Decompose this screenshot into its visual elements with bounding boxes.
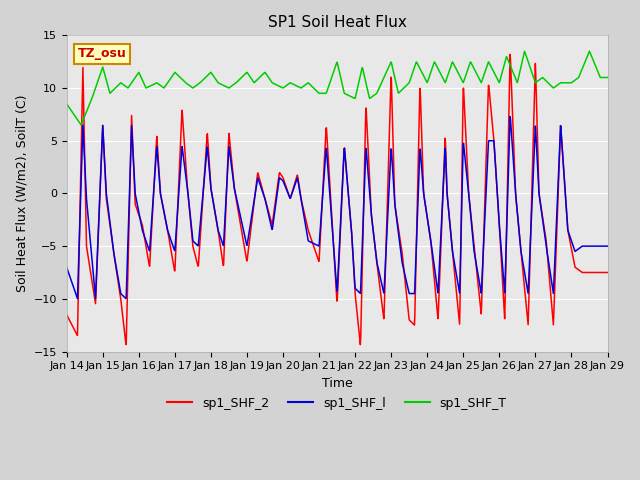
sp1_SHF_2 [356, 342, 364, 348]
sp1_SHF_2 [506, 51, 514, 57]
sp1_SHF_T [586, 48, 593, 54]
Legend: sp1_SHF_2, sp1_SHF_l, sp1_SHF_T: sp1_SHF_2, sp1_SHF_l, sp1_SHF_T [163, 392, 512, 415]
Line: sp1_SHF_l: sp1_SHF_l [67, 117, 607, 299]
sp1_SHF_T [105, 86, 113, 92]
sp1_SHF_2 [105, 212, 113, 217]
sp1_SHF_l [127, 144, 134, 150]
sp1_SHF_2 [63, 312, 70, 318]
Text: TZ_osu: TZ_osu [77, 48, 126, 60]
sp1_SHF_T [304, 80, 312, 86]
sp1_SHF_l [304, 235, 312, 240]
sp1_SHF_l [292, 178, 300, 183]
sp1_SHF_l [371, 242, 379, 248]
sp1_SHF_T [314, 89, 321, 95]
sp1_SHF_T [371, 92, 379, 97]
Line: sp1_SHF_2: sp1_SHF_2 [67, 54, 607, 345]
Title: SP1 Soil Heat Flux: SP1 Soil Heat Flux [268, 15, 406, 30]
X-axis label: Time: Time [322, 377, 353, 390]
Y-axis label: Soil Heat Flux (W/m2), SoilT (C): Soil Heat Flux (W/m2), SoilT (C) [15, 95, 28, 292]
sp1_SHF_l [74, 296, 81, 301]
sp1_SHF_l [506, 114, 514, 120]
sp1_SHF_2 [313, 253, 321, 259]
sp1_SHF_l [63, 264, 70, 270]
Line: sp1_SHF_T: sp1_SHF_T [67, 51, 607, 125]
sp1_SHF_l [604, 243, 611, 249]
sp1_SHF_T [292, 83, 300, 89]
sp1_SHF_T [63, 101, 70, 107]
sp1_SHF_l [314, 242, 321, 248]
sp1_SHF_T [77, 122, 85, 128]
sp1_SHF_T [604, 74, 611, 80]
sp1_SHF_T [127, 81, 134, 86]
sp1_SHF_2 [127, 156, 134, 162]
sp1_SHF_2 [303, 223, 311, 229]
sp1_SHF_l [105, 211, 113, 217]
sp1_SHF_2 [604, 270, 611, 276]
sp1_SHF_2 [292, 176, 300, 181]
sp1_SHF_2 [371, 242, 379, 248]
